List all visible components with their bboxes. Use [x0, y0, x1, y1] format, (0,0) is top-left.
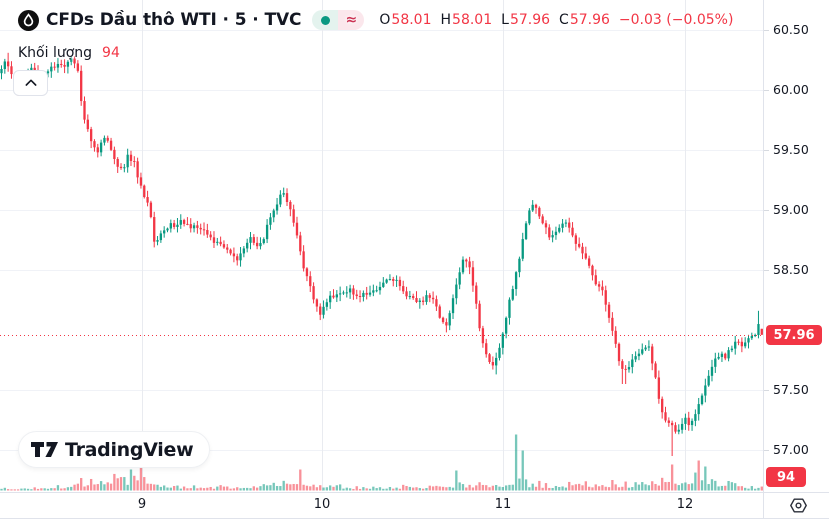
price-axis-tick [764, 30, 769, 31]
ohlc-low-label: L [501, 12, 509, 28]
legend-collapse-button[interactable] [13, 70, 48, 96]
tradingview-logo[interactable]: TradingView [18, 431, 211, 468]
price-axis-tick [764, 210, 769, 211]
volume-value: 94 [102, 45, 120, 61]
ohlc-low-value: 57.96 [509, 12, 551, 28]
ohlc-high-label: H [440, 12, 452, 28]
volume-label: Khối lượng [18, 45, 93, 61]
market-open-dot-icon [320, 15, 330, 25]
price-axis-tick [764, 90, 769, 91]
price-axis-label: 59.00 [773, 202, 809, 217]
price-axis-label: 60.50 [773, 22, 809, 37]
chart-legend: CFDs Dầu thô WTI · 5 · TVC ≈ O 58.01 H 58.… [18, 8, 733, 63]
delayed-data-indicator: ≈ [338, 10, 365, 30]
ohlc-change-value: −0.03 (−0.05%) [618, 12, 734, 28]
price-axis-label: 58.50 [773, 262, 809, 277]
market-status-pill[interactable]: ≈ [312, 10, 365, 30]
price-axis-tick [764, 450, 769, 451]
last-volume-badge: 94 [766, 467, 806, 487]
ohlc-open-value: 58.01 [391, 12, 432, 28]
price-axis-tick [764, 150, 769, 151]
candlestick-chart-pane[interactable] [0, 0, 763, 492]
price-axis-tick [764, 390, 769, 391]
tradingview-logo-text: TradingView [65, 438, 194, 461]
tradingview-mark-icon [31, 441, 58, 457]
ohlc-close-value: 57.96 [569, 12, 610, 28]
time-axis-label: 11 [494, 497, 512, 512]
ohlc-close-label: C [559, 12, 569, 28]
chevron-up-icon [25, 79, 36, 86]
volume-legend-row[interactable]: Khối lượng 94 [18, 43, 733, 63]
price-axis[interactable]: 57.96 94 60.50 60.00 59.50 59.00 58.50 57.50 5… [764, 0, 829, 518]
symbol-title[interactable]: CFDs Dầu thô WTI · 5 · TVC [46, 10, 302, 30]
time-axis-label: 12 [676, 497, 694, 512]
ohlc-values: O 58.01 H 58.01 L 57.96 C 57.96 −0.03 (−0.05… [379, 12, 733, 28]
price-axis-label: 57.50 [773, 382, 809, 397]
time-axis-label: 10 [313, 497, 331, 512]
crude-oil-icon [18, 9, 39, 31]
ohlc-high-value: 58.01 [452, 12, 493, 28]
time-axis-label: 9 [137, 497, 147, 512]
price-axis-tick [764, 270, 769, 271]
price-axis-label: 59.50 [773, 142, 809, 157]
time-axis[interactable]: 9 10 11 12 [0, 492, 763, 518]
symbol-row[interactable]: CFDs Dầu thô WTI · 5 · TVC ≈ O 58.01 H 58.… [18, 8, 733, 32]
axis-vertical-separator [763, 0, 764, 518]
axis-horizontal-separator [0, 492, 829, 493]
approx-icon: ≈ [345, 12, 358, 28]
last-price-badge: 57.96 [766, 325, 822, 345]
market-open-indicator [312, 10, 339, 30]
ohlc-open-label: O [379, 12, 391, 28]
bottom-separator [0, 518, 829, 519]
gear-hexagon-icon [790, 498, 807, 513]
price-axis-label: 60.00 [773, 82, 809, 97]
chart-settings-button[interactable] [787, 494, 810, 517]
price-axis-label: 57.00 [773, 442, 809, 457]
